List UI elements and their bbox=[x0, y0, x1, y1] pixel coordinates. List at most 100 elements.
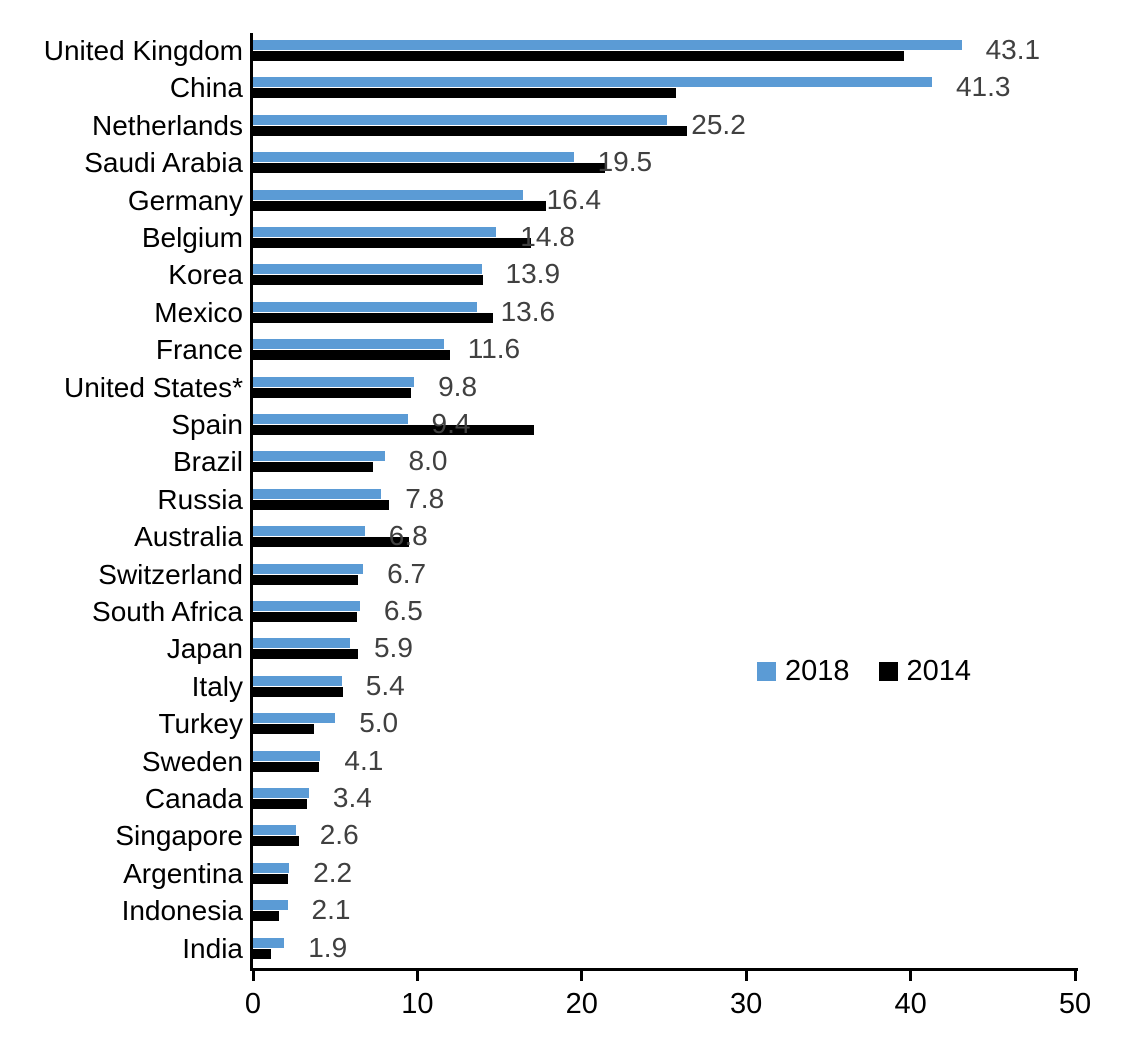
chart-row: Sweden 4.1 bbox=[0, 745, 1123, 784]
bar-2014 bbox=[253, 799, 308, 809]
bar-2018 bbox=[253, 900, 288, 911]
bar-2014 bbox=[253, 200, 546, 211]
data-label: 25.2 bbox=[691, 108, 746, 140]
bar-2018 bbox=[253, 451, 385, 462]
bar-2014 bbox=[253, 686, 344, 697]
category-label: United Kingdom bbox=[43, 35, 243, 66]
chart-row: Argentina 2.2 bbox=[0, 856, 1123, 896]
data-label: 41.3 bbox=[955, 71, 1011, 103]
chart-row: Singapore 2.6 bbox=[0, 820, 1123, 858]
x-axis-line bbox=[250, 968, 1078, 971]
chart-row: Korea 13.9 bbox=[0, 259, 1123, 297]
x-tick-label: 50 bbox=[1058, 988, 1092, 1020]
x-tick-label: 40 bbox=[894, 988, 927, 1020]
category-label: Mexico bbox=[154, 296, 243, 328]
category-label: Singapore bbox=[115, 820, 243, 852]
x-tick-mark bbox=[251, 971, 255, 981]
category-label: Germany bbox=[127, 184, 243, 216]
data-label: 6.8 bbox=[388, 520, 428, 552]
x-tick-label: 0 bbox=[244, 988, 262, 1020]
y-axis-line bbox=[250, 33, 253, 971]
bar-2014 bbox=[253, 387, 411, 398]
data-label: 6.7 bbox=[387, 557, 427, 589]
category-label: Sweden bbox=[141, 745, 243, 777]
category-label: Italy bbox=[191, 670, 243, 702]
bar-2018 bbox=[253, 937, 285, 948]
bar-2014 bbox=[253, 88, 676, 99]
data-label: 13.6 bbox=[500, 295, 556, 327]
x-tick-label: 30 bbox=[730, 988, 763, 1020]
category-label: Canada bbox=[144, 783, 243, 814]
bar-2018 bbox=[253, 601, 360, 611]
chart-row: Switzerland 6.7 bbox=[0, 557, 1123, 597]
bar-2014 bbox=[253, 163, 605, 174]
bar-2014 bbox=[253, 51, 905, 61]
chart-row: Russia 7.8 bbox=[0, 482, 1123, 522]
chart-row: Australia 6.8 bbox=[0, 521, 1123, 559]
chart-row: Canada 3.4 bbox=[0, 783, 1123, 821]
data-label: 11.6 bbox=[467, 333, 521, 365]
chart-row: Saudi Arabia 19.5 bbox=[0, 147, 1123, 185]
data-label: 5.0 bbox=[359, 707, 399, 739]
bar-2014 bbox=[253, 836, 300, 847]
category-label: Spain bbox=[171, 409, 243, 440]
x-tick-mark bbox=[744, 971, 748, 981]
chart-row: France 11.6 bbox=[0, 334, 1123, 372]
bar-2018 bbox=[253, 189, 523, 200]
bar-2018 bbox=[253, 788, 309, 798]
data-label: 43.1 bbox=[985, 34, 1041, 65]
bar-2018 bbox=[253, 339, 444, 350]
bar-2014 bbox=[253, 238, 531, 248]
bar-2014 bbox=[253, 312, 494, 323]
chart-row: Spain 9.4 bbox=[0, 409, 1123, 447]
bar-2018 bbox=[253, 40, 962, 50]
data-label: 1.9 bbox=[308, 931, 348, 963]
data-label: 2.6 bbox=[319, 819, 359, 851]
category-label: Brazil bbox=[172, 446, 243, 478]
bar-2018 bbox=[253, 488, 382, 499]
bar-2018 bbox=[253, 227, 497, 237]
bar-2014 bbox=[253, 948, 272, 959]
x-tick-mark bbox=[1073, 971, 1077, 981]
category-label: Korea bbox=[168, 259, 243, 291]
bar-2014 bbox=[253, 649, 359, 660]
category-label: South Africa bbox=[92, 596, 243, 627]
x-tick-mark bbox=[909, 971, 913, 981]
category-label: Saudi Arabia bbox=[84, 147, 243, 179]
data-label: 8.0 bbox=[408, 445, 448, 477]
x-tick-label: 10 bbox=[401, 988, 434, 1020]
chart-row: United Kingdom 43.1 bbox=[0, 35, 1123, 73]
bar-2018 bbox=[253, 414, 408, 424]
category-label: India bbox=[182, 932, 243, 964]
category-label: Turkey bbox=[158, 708, 243, 740]
category-label: Switzerland bbox=[98, 558, 243, 590]
data-label: 9.8 bbox=[438, 370, 478, 402]
category-label: China bbox=[169, 72, 243, 104]
chart-row: Italy 5.4 bbox=[0, 669, 1123, 709]
data-label: 2.2 bbox=[313, 856, 353, 888]
chart-row: Turkey 5.0 bbox=[0, 708, 1123, 746]
legend-label-2014: 2014 bbox=[906, 654, 972, 687]
bar-2018 bbox=[253, 77, 932, 88]
bar-2014 bbox=[253, 911, 280, 922]
category-label: Japan bbox=[166, 633, 243, 665]
category-label: Netherlands bbox=[92, 109, 243, 141]
data-label: 5.4 bbox=[365, 669, 405, 701]
bar-2018 bbox=[253, 862, 290, 873]
chart-row: Netherlands 25.2 bbox=[0, 108, 1123, 148]
legend-swatch-2014 bbox=[878, 661, 898, 681]
x-tick-label: 20 bbox=[565, 988, 598, 1020]
chart-row: Mexico 13.6 bbox=[0, 295, 1123, 335]
data-label: 3.4 bbox=[332, 782, 372, 813]
category-label: France bbox=[155, 334, 243, 366]
chart-row: Indonesia 2.1 bbox=[0, 895, 1123, 933]
category-label: Belgium bbox=[141, 222, 243, 253]
chart-row: South Africa 6.5 bbox=[0, 596, 1123, 634]
bar-2014 bbox=[253, 537, 410, 548]
bar-2018 bbox=[253, 152, 574, 163]
category-label: Argentina bbox=[123, 857, 243, 889]
x-tick-mark bbox=[415, 971, 419, 981]
data-label: 7.8 bbox=[405, 482, 445, 514]
x-tick-mark bbox=[580, 971, 584, 981]
